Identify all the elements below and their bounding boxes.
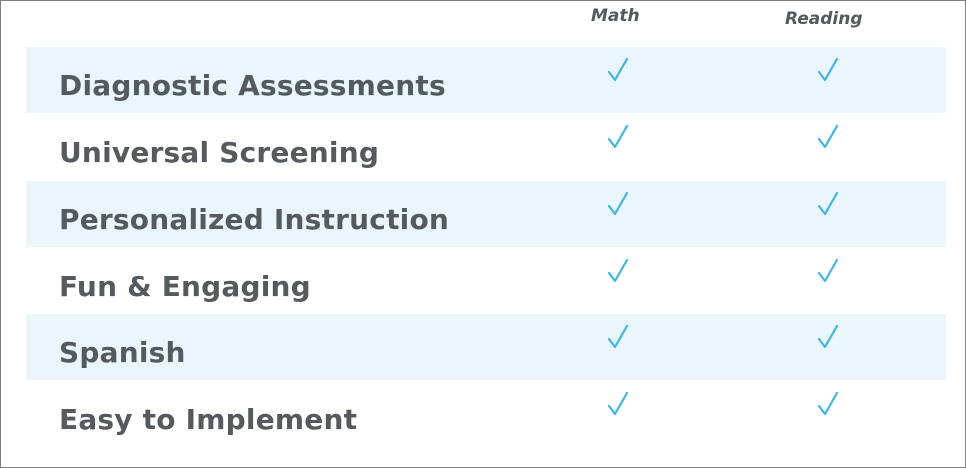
feature-label: Diagnostic Assessments bbox=[59, 69, 446, 102]
table-row: Universal Screening bbox=[26, 114, 946, 180]
table-row: Fun & Engaging bbox=[26, 248, 946, 314]
check-icon bbox=[607, 391, 629, 417]
feature-label: Spanish bbox=[59, 336, 186, 369]
check-icon bbox=[607, 57, 629, 83]
feature-label: Fun & Engaging bbox=[59, 270, 311, 303]
column-header-math: Math bbox=[591, 6, 640, 26]
check-icon bbox=[817, 57, 839, 83]
feature-label: Personalized Instruction bbox=[59, 203, 450, 236]
table-row: Personalized Instruction bbox=[26, 181, 946, 247]
check-icon bbox=[817, 324, 839, 350]
table-row: Diagnostic Assessments bbox=[26, 47, 946, 113]
check-icon bbox=[817, 391, 839, 417]
check-icon bbox=[607, 324, 629, 350]
check-icon bbox=[817, 258, 839, 284]
check-icon bbox=[607, 258, 629, 284]
feature-label: Easy to Implement bbox=[59, 403, 358, 436]
table-row: Spanish bbox=[26, 314, 946, 380]
column-header-reading: Reading bbox=[785, 9, 863, 29]
check-icon bbox=[607, 191, 629, 217]
feature-label: Universal Screening bbox=[59, 136, 380, 169]
check-icon bbox=[607, 124, 629, 150]
check-icon bbox=[817, 124, 839, 150]
table-row: Easy to Implement bbox=[26, 381, 946, 447]
check-icon bbox=[817, 191, 839, 217]
